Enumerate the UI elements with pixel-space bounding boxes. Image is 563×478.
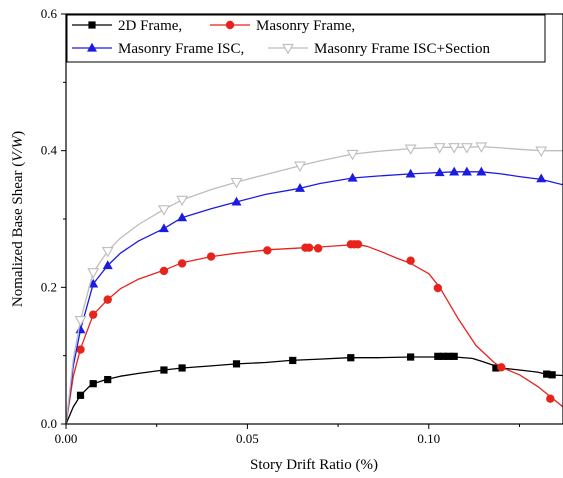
series-2 xyxy=(65,240,563,425)
data-point xyxy=(313,244,323,253)
series-3 xyxy=(65,166,563,425)
data-point xyxy=(460,143,473,154)
data-point xyxy=(346,149,359,161)
data-point xyxy=(448,143,461,154)
data-point xyxy=(461,166,472,176)
data-point xyxy=(87,268,100,279)
y-axis-title: Nomalized Base Shear (V/W) xyxy=(10,131,26,307)
legend-item-4: Masonry Frame ISC+Section xyxy=(268,41,490,57)
data-point xyxy=(476,166,487,176)
legend-item-1: 2D Frame, xyxy=(72,18,182,34)
data-point xyxy=(231,196,242,206)
data-point xyxy=(450,352,458,360)
data-point xyxy=(158,223,169,233)
data-point xyxy=(160,366,168,374)
legend-items: 2D Frame, Masonry Frame, Masonry Frame ISC… xyxy=(72,18,490,57)
series-1 xyxy=(65,352,563,425)
data-point xyxy=(76,391,85,399)
data-point xyxy=(89,310,98,319)
data-point xyxy=(101,246,114,258)
legend-box xyxy=(66,14,546,63)
data-point xyxy=(232,360,241,368)
data-point xyxy=(405,168,416,178)
data-point xyxy=(304,243,314,252)
series-line xyxy=(65,243,563,425)
y-tick-label: 0.6 xyxy=(41,6,58,21)
series-line xyxy=(65,356,563,425)
x-tick-label: 0.10 xyxy=(417,431,440,446)
legend-marker xyxy=(225,20,235,30)
data-point xyxy=(543,370,551,378)
data-point xyxy=(445,352,453,360)
data-point xyxy=(433,283,443,293)
y-tick-label: 0.4 xyxy=(41,143,58,158)
data-point xyxy=(492,364,500,372)
y-tick-label: 0.0 xyxy=(41,416,57,431)
data-point xyxy=(159,266,169,276)
legend-label: Masonry Frame ISC+Section xyxy=(314,41,490,57)
data-point xyxy=(535,146,548,157)
data-point xyxy=(104,375,112,384)
series-layer xyxy=(65,142,563,425)
data-point xyxy=(449,166,460,176)
data-point xyxy=(548,371,556,379)
x-tick-label: 0.00 xyxy=(55,431,78,446)
data-point xyxy=(289,356,297,365)
data-point xyxy=(176,195,189,207)
data-point xyxy=(89,380,97,388)
plot-frame xyxy=(65,13,563,425)
data-point xyxy=(439,352,447,360)
data-point xyxy=(406,256,415,265)
ticks-layer: 0.00 0.05 0.10 0.0 0.2 0.4 0.6 xyxy=(41,6,520,446)
data-point xyxy=(404,144,417,155)
data-point xyxy=(88,278,99,288)
data-point xyxy=(434,352,442,360)
series-line xyxy=(65,171,563,425)
data-point xyxy=(407,353,415,361)
legend-item-3: Masonry Frame ISC, xyxy=(72,41,244,57)
legend: 2D Frame, Masonry Frame, Masonry Frame ISC… xyxy=(66,14,546,63)
legend-label: Masonry Frame, xyxy=(256,18,355,34)
legend-item-2: Masonry Frame, xyxy=(210,18,355,34)
legend-label: 2D Frame, xyxy=(118,18,182,34)
data-point xyxy=(353,240,363,249)
data-point xyxy=(206,252,216,261)
data-point xyxy=(497,363,506,372)
data-point xyxy=(103,295,112,304)
data-point xyxy=(347,354,355,362)
data-point xyxy=(230,177,243,189)
data-point xyxy=(263,246,272,255)
data-point xyxy=(102,260,113,270)
data-point xyxy=(177,259,187,268)
series-4 xyxy=(65,142,563,425)
data-point xyxy=(76,345,85,354)
series-line xyxy=(65,145,563,425)
data-point xyxy=(433,143,446,154)
data-point xyxy=(294,161,306,173)
data-point xyxy=(177,212,188,222)
y-tick-label: 0.2 xyxy=(41,279,57,294)
data-point xyxy=(546,394,555,403)
legend-marker xyxy=(87,42,97,52)
legend-marker xyxy=(282,43,294,55)
x-tick-label: 0.05 xyxy=(236,431,259,446)
data-point xyxy=(475,142,488,153)
legend-marker xyxy=(88,21,96,29)
data-point xyxy=(74,315,87,327)
data-point xyxy=(347,172,358,182)
data-point xyxy=(434,167,445,177)
data-point xyxy=(294,183,305,192)
data-point xyxy=(178,364,186,372)
legend-label: Masonry Frame ISC, xyxy=(118,41,244,57)
data-point xyxy=(158,205,170,216)
data-point xyxy=(536,173,547,183)
x-axis-title: Story Drift Ratio (%) xyxy=(250,457,378,473)
